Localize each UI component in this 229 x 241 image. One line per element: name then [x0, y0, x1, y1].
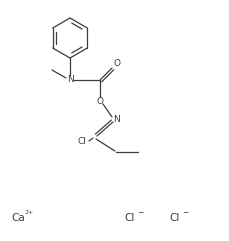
Text: Ca: Ca: [11, 213, 25, 223]
Text: Cl: Cl: [125, 213, 135, 223]
Text: O: O: [114, 59, 120, 67]
Text: N: N: [113, 115, 119, 125]
Text: N: N: [67, 75, 73, 85]
Text: 2+: 2+: [24, 210, 34, 215]
Text: −: −: [182, 208, 188, 217]
Text: Cl: Cl: [78, 138, 86, 147]
Text: O: O: [96, 98, 104, 107]
Text: −: −: [137, 208, 143, 217]
Text: Cl: Cl: [170, 213, 180, 223]
